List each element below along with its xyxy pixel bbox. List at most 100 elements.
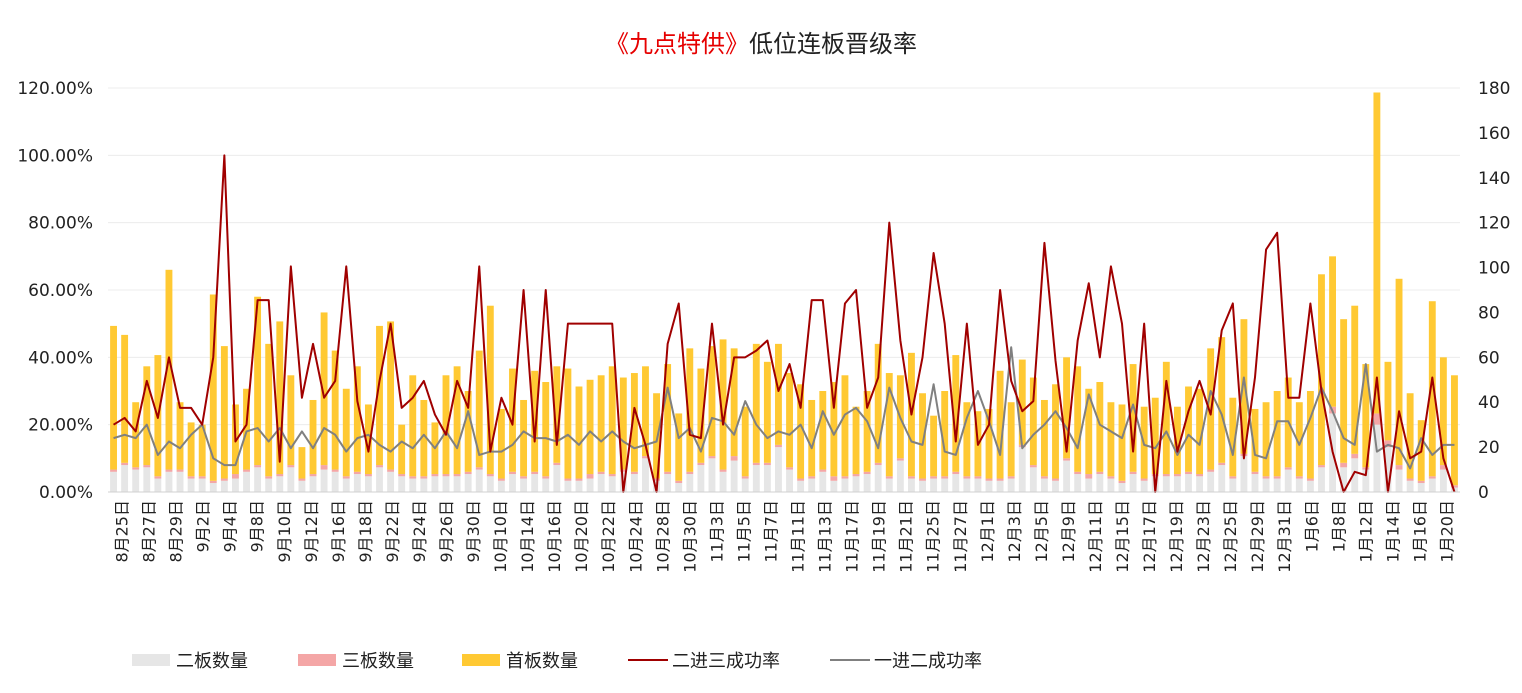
bar-third-board [974, 476, 982, 479]
bar-second-board [398, 476, 406, 492]
bar-third-board [309, 474, 317, 477]
bar-second-board [908, 478, 915, 492]
bar-second-board [1063, 460, 1071, 492]
bar-third-board [930, 476, 938, 479]
bar-first-board [1384, 361, 1392, 441]
x-tick-label: 10月20日 [572, 500, 591, 573]
x-tick-label: 10月28日 [653, 500, 672, 573]
bar-second-board [121, 465, 129, 492]
bar-first-board [775, 343, 782, 445]
bar-second-board [741, 478, 749, 492]
bar-third-board [819, 469, 827, 472]
bar-first-board [176, 402, 184, 470]
bar-first-board [664, 364, 672, 472]
bar-third-board [110, 469, 117, 472]
bar-first-board [320, 312, 328, 466]
bar-second-board [675, 483, 683, 492]
bar-first-board [1240, 319, 1248, 454]
bar-third-board [1196, 474, 1204, 477]
bar-third-board [121, 462, 129, 466]
right-y-axis: 0 20 40 60 80 100 120 140 160 180 [1478, 79, 1510, 503]
x-tick-label: 11月13日 [816, 500, 835, 573]
bar-second-board [1096, 474, 1104, 492]
bar-second-board [1185, 474, 1192, 492]
bar-second-board [1218, 465, 1226, 492]
bar-first-board [276, 321, 284, 475]
legend-swatch [462, 654, 500, 666]
legend-label: 一进二成功率 [874, 651, 982, 672]
bar-first-board [642, 366, 649, 457]
x-tick-label: 11月19日 [870, 500, 889, 573]
bar-second-board [1284, 469, 1292, 492]
bar-third-board [1251, 471, 1259, 475]
bar-third-board [630, 471, 638, 475]
bar-first-board [1052, 384, 1059, 479]
right-tick-label: 20 [1478, 438, 1500, 458]
x-tick-label: 12月17日 [1140, 500, 1159, 573]
bar-first-board [376, 325, 383, 466]
bar-second-board [1262, 478, 1270, 492]
bar-third-board [841, 476, 849, 479]
bar-second-board [165, 471, 173, 492]
left-tick-label: 20.00% [28, 416, 93, 436]
bar-third-board [1306, 478, 1314, 481]
bar-second-board [509, 474, 516, 492]
bar-second-board [763, 465, 771, 492]
bar-first-board [331, 350, 339, 470]
bar-first-board [442, 375, 450, 475]
bar-first-board [464, 391, 472, 472]
x-tick-label: 1月20日 [1437, 500, 1456, 563]
bar-second-board [1173, 476, 1181, 492]
bar-third-board [1417, 480, 1425, 484]
bar-first-board [1074, 366, 1082, 472]
bar-third-board [1439, 465, 1447, 470]
bar-second-board [154, 478, 162, 492]
bar-second-board [276, 476, 284, 492]
bar-second-board [996, 480, 1004, 492]
bar-third-board [1295, 476, 1303, 479]
bar-third-board [265, 476, 273, 479]
bar-second-board [1029, 467, 1037, 492]
bar-third-board [763, 462, 771, 466]
bar-first-board [763, 361, 771, 463]
gridlines [108, 87, 1460, 426]
bar-second-board [863, 474, 871, 492]
bar-first-board [1273, 391, 1281, 477]
x-tick-label: 11月17日 [843, 500, 862, 573]
left-tick-label: 80.00% [28, 214, 93, 234]
bar-second-board [941, 478, 949, 492]
bar-third-board [608, 474, 616, 477]
bar-second-board [952, 474, 960, 492]
x-tick-label: 11月3日 [707, 500, 726, 563]
x-tick-label: 12月1日 [978, 500, 997, 563]
bar-third-board [298, 478, 306, 481]
x-tick-label: 10月10日 [491, 500, 510, 573]
bar-third-board [1384, 440, 1392, 448]
x-tick-label: 10月14日 [518, 500, 537, 573]
bar-third-board [1140, 478, 1148, 481]
bar-second-board [1074, 474, 1082, 492]
bar-second-board [885, 478, 893, 492]
bar-series-group [110, 92, 1458, 492]
bar-second-board [1240, 456, 1248, 492]
bar-second-board [1196, 476, 1204, 492]
bar-first-board [863, 391, 871, 472]
bar-second-board [254, 467, 262, 492]
bar-second-board [1395, 469, 1403, 492]
bar-second-board [730, 460, 738, 492]
bar-first-board [132, 402, 140, 468]
bar-third-board [1040, 476, 1048, 479]
bar-third-board [1074, 471, 1082, 475]
bar-second-board [1007, 478, 1015, 492]
bar-first-board [287, 375, 295, 466]
bar-first-board [1373, 92, 1381, 414]
bar-second-board [520, 478, 528, 492]
bar-second-board [553, 465, 561, 492]
x-tick-label: 9月18日 [356, 500, 375, 563]
bar-second-board [320, 469, 328, 492]
line-first-to-second [113, 346, 1455, 470]
bar-first-board [453, 366, 461, 475]
bar-second-board [642, 458, 649, 492]
x-tick-label: 11月27日 [951, 500, 970, 573]
